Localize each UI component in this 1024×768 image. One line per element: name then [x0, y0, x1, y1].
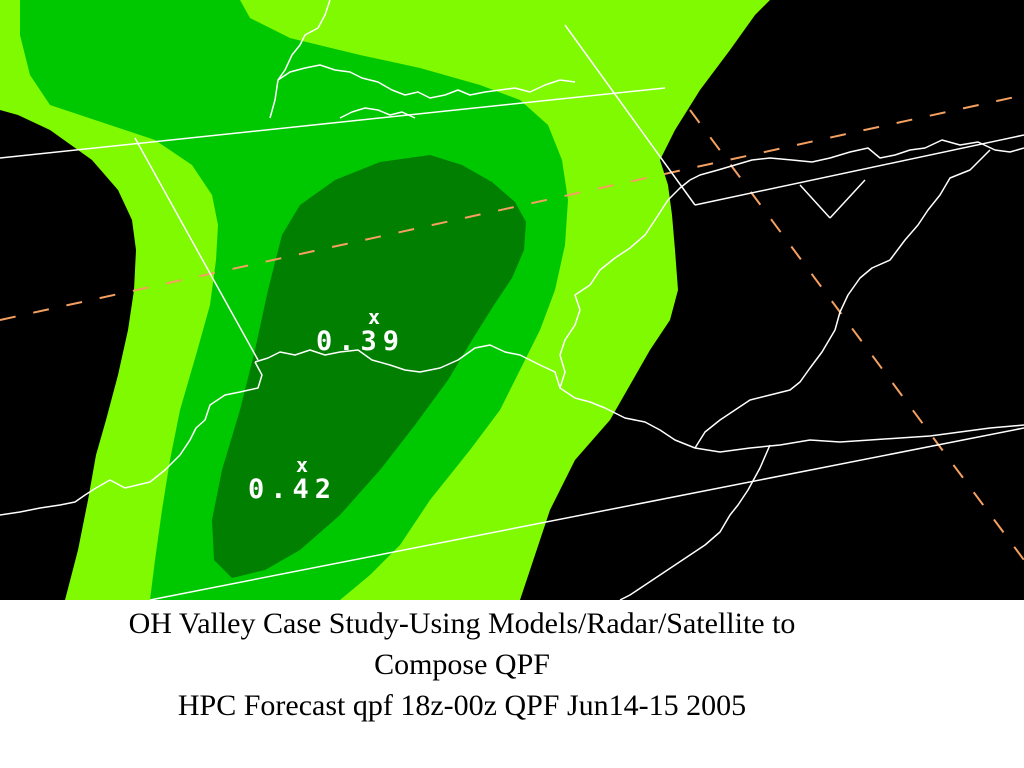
boundary-lake-edge: [339, 107, 416, 119]
boundary-north-wiggle: [277, 64, 576, 99]
state-line-3: [564, 24, 696, 206]
river-west: [0, 361, 263, 516]
point-marker-2: x: [296, 453, 308, 477]
qpf-band-dark: [212, 155, 526, 578]
river-northeast: [559, 179, 691, 389]
qpf-forecast-map: x 0.39 x 0.42: [0, 0, 1024, 600]
boundary-far-east: [689, 139, 1024, 181]
state-line-2: [134, 137, 259, 361]
state-line-1: [0, 87, 666, 159]
caption-line-3: HPC Forecast qpf 18z-00z QPF Jun14-15 20…: [177, 689, 747, 722]
point-marker-1: x: [368, 305, 380, 329]
caption-line-1: OH Valley Case Study-Using Models/Radar/…: [128, 607, 796, 640]
state-line-5: [149, 427, 1024, 600]
point-value-2: x 0.42: [248, 453, 337, 505]
state-line-7: [829, 179, 866, 219]
boundary-southeast: [619, 444, 771, 600]
boundary-north-stub: [269, 0, 331, 119]
dashed-line-upper: [0, 94, 1024, 321]
point-value-1: x 0.39: [316, 305, 405, 357]
dashed-line-diagonal: [689, 109, 1024, 561]
dashed-grid-lines: [0, 94, 1024, 561]
river-ohio: [254, 344, 1024, 453]
boundary-wv-east: [694, 149, 991, 449]
caption-line-2: Compose QPF: [374, 648, 550, 681]
state-line-4: [694, 134, 1024, 206]
state-line-6: [799, 184, 831, 219]
state-boundaries: [0, 24, 1024, 600]
point-value-label-1: 0.39: [316, 326, 405, 357]
slide-caption: OH Valley Case Study-Using Models/Radar/…: [0, 603, 924, 726]
river-boundaries: [0, 0, 1024, 600]
point-value-label-2: 0.42: [248, 474, 337, 505]
